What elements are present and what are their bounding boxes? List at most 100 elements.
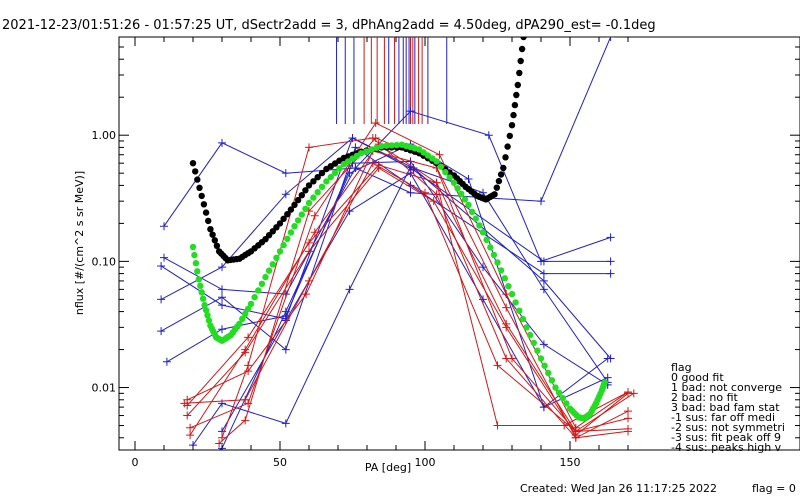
data-point (539, 340, 548, 349)
fit-dot (314, 189, 321, 196)
fit-dot (294, 196, 302, 204)
data-point (157, 327, 166, 336)
fit-dot (437, 163, 445, 170)
fit-dot (508, 290, 516, 298)
data-point (215, 439, 224, 448)
legend-item: 3 bad: bad fam stat (671, 401, 780, 414)
data-point (218, 301, 226, 310)
fit-dot (433, 158, 440, 165)
fit-dot (196, 184, 203, 191)
series-line (184, 162, 635, 432)
fit-dot (211, 237, 218, 244)
data-point (374, 161, 383, 170)
data-point (305, 276, 313, 285)
fit-dot (373, 144, 380, 151)
fit-dot (198, 192, 205, 200)
data-point (244, 333, 253, 342)
fit-dot (284, 211, 291, 218)
fit-dot (472, 215, 479, 222)
data-point (539, 257, 548, 266)
data-point (345, 169, 354, 178)
fit-dot (195, 276, 202, 283)
fit-dot (501, 275, 508, 282)
series-line (192, 166, 609, 446)
fit-dot (201, 301, 208, 309)
fit-dot (490, 251, 498, 259)
fit-dot (205, 317, 213, 324)
fit-dot (276, 220, 284, 227)
fit-dot (512, 299, 519, 306)
data-point (371, 118, 380, 127)
legend-item: 0 good fit (671, 371, 724, 384)
data-point (281, 190, 290, 199)
data-point (218, 285, 226, 294)
data-point (502, 303, 511, 312)
data-point (186, 423, 195, 432)
data-point (241, 345, 250, 354)
data-point (429, 197, 438, 206)
fit-dot (517, 57, 524, 65)
fit-dot (251, 294, 258, 301)
fit-dot (242, 310, 249, 318)
fit-dot (506, 132, 513, 140)
fit-dot (194, 176, 201, 183)
fit-dot (205, 217, 212, 225)
fit-dot (189, 160, 197, 167)
fit-dot (454, 185, 461, 192)
data-point (624, 388, 632, 397)
fit-dot (537, 355, 545, 362)
data-point (606, 37, 615, 41)
data-point (484, 131, 493, 140)
fit-dot (487, 244, 494, 251)
legend-item: -4 sus: peaks high v (671, 441, 782, 454)
data-point (305, 247, 313, 256)
fit-dot (511, 101, 519, 109)
data-point (606, 257, 615, 266)
legend-item: -2 sus: not symmetri (671, 421, 785, 434)
data-point (606, 233, 615, 242)
fit-dot (258, 280, 266, 287)
legend: flag 0 good fit 1 bad: not converge 2 ba… (671, 361, 785, 454)
data-point (218, 263, 226, 272)
fit-dot (502, 154, 509, 161)
series-line (160, 137, 611, 320)
plot-frame (118, 36, 800, 451)
series-line (186, 164, 629, 426)
fit-dot (302, 205, 309, 212)
series-line (166, 160, 608, 386)
series-line (163, 110, 611, 295)
series-line (221, 172, 608, 432)
data-point (603, 373, 612, 382)
fit-dot (518, 45, 526, 53)
fit-dot (491, 191, 498, 198)
y-axis-label: nflux [#/(cm^2 s sr MeV)] (73, 171, 86, 315)
fit-dot (302, 187, 309, 194)
data-point (310, 211, 319, 220)
fit-dot (497, 267, 505, 274)
fit-dot (545, 369, 552, 377)
fit-dot (601, 379, 608, 386)
y-axis: 0.01 0.10 1.00 (92, 36, 800, 439)
legend-item: -1 sus: far off medi (671, 411, 775, 424)
data-point (241, 416, 250, 425)
fit-dot (294, 217, 302, 224)
fit-dot (199, 295, 207, 302)
data-point (302, 290, 311, 299)
data-point (162, 357, 171, 366)
fit-dot (493, 184, 500, 191)
fit-dot (291, 223, 298, 230)
data-point (624, 407, 632, 416)
data-point (345, 285, 354, 294)
fit-dot (513, 91, 520, 99)
fit-dot (516, 69, 523, 77)
fit-dot (458, 190, 465, 197)
plot-area (118, 36, 800, 465)
data-point (195, 457, 203, 465)
fit-dot (284, 235, 291, 242)
fit-dot (552, 384, 559, 391)
data-point (432, 178, 441, 187)
y-tick-label: 0.10 (92, 255, 117, 268)
fit-dot (276, 248, 284, 255)
y-tick-label: 1.00 (92, 129, 117, 142)
